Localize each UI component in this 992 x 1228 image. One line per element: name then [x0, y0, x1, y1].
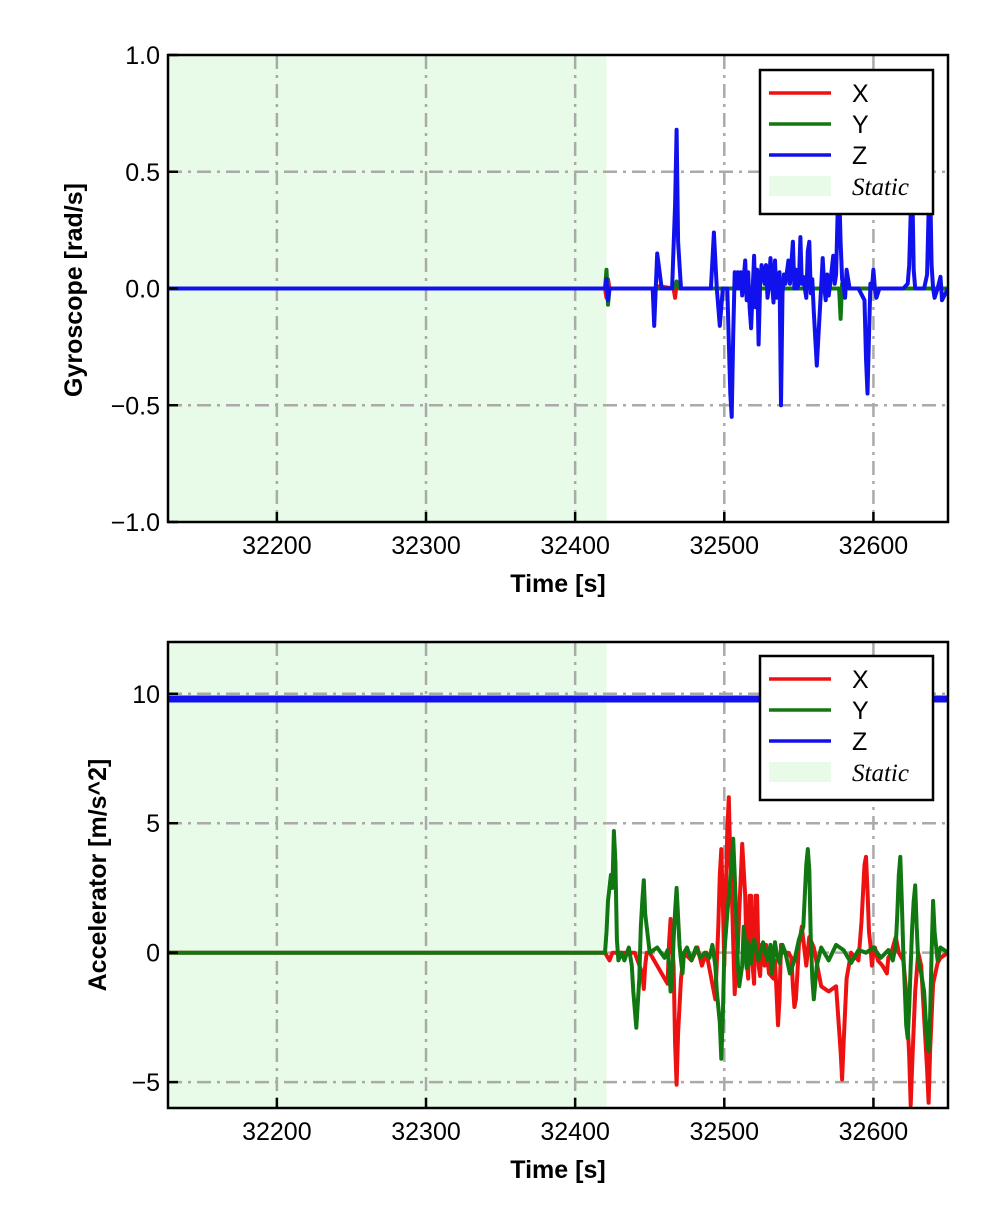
- x-axis-label: Time [s]: [510, 1156, 605, 1184]
- legend-label-z: Z: [852, 728, 867, 756]
- x-axis-label: Time [s]: [510, 570, 605, 598]
- x-tick-label: 32400: [540, 1118, 610, 1146]
- x-tick-label: 32400: [540, 532, 610, 560]
- x-tick-label: 32300: [391, 1118, 461, 1146]
- y-tick-label: 10: [132, 681, 160, 709]
- y-tick-label: −5: [131, 1069, 160, 1097]
- gyroscope-panel: 32200 32300 32400 32500 32600 1.0 0.5 0.0 −0.5 −1…: [60, 42, 950, 598]
- y-tick-label: 0: [146, 940, 160, 968]
- legend: X Y Z Static: [758, 654, 935, 802]
- y-tick-label: 5: [146, 810, 160, 838]
- accelerometer-panel: 32200 32300 32400 32500 32600 10 5 0 −5 Time [s]…: [84, 640, 950, 1184]
- legend-swatch-static: [769, 176, 831, 196]
- plot-frame: [166, 640, 950, 1110]
- y-tick-label: −0.5: [111, 392, 160, 420]
- legend-label-z: Z: [852, 142, 867, 170]
- axis-ticks: 32200 32300 32400 32500 32600 1.0 0.5 0.0 −0.5 −1…: [111, 42, 909, 560]
- y-tick-label: 0.0: [125, 276, 160, 304]
- y-tick-label: 0.5: [125, 159, 160, 187]
- y-tick-label: −1.0: [111, 509, 160, 537]
- legend-label-y: Y: [852, 697, 869, 725]
- x-tick-label: 32600: [839, 532, 909, 560]
- legend-label-static: Static: [852, 760, 909, 787]
- x-tick-label: 32200: [242, 532, 312, 560]
- y-tick-label: 1.0: [125, 42, 160, 70]
- x-tick-label: 32600: [839, 1118, 909, 1146]
- x-tick-label: 32500: [690, 1118, 760, 1146]
- legend-label-x: X: [852, 666, 869, 694]
- legend-label-y: Y: [852, 111, 869, 139]
- static-region: [168, 642, 607, 1108]
- legend-swatch-static: [769, 762, 831, 782]
- series-lines: [168, 127, 948, 419]
- legend-label-x: X: [852, 80, 869, 108]
- x-tick-label: 32200: [242, 1118, 312, 1146]
- y-axis-label: Gyroscope [rad/s]: [60, 183, 88, 397]
- series-line-y: [168, 829, 948, 1061]
- x-tick-label: 32500: [690, 532, 760, 560]
- axis-ticks: 32200 32300 32400 32500 32600 10 5 0 −5: [131, 681, 908, 1146]
- series-line-z: [168, 127, 948, 419]
- y-axis-label: Accelerator [m/s^2]: [84, 759, 112, 992]
- legend-label-static: Static: [852, 174, 909, 201]
- x-tick-label: 32300: [391, 532, 461, 560]
- legend: X Y Z Static: [758, 68, 935, 216]
